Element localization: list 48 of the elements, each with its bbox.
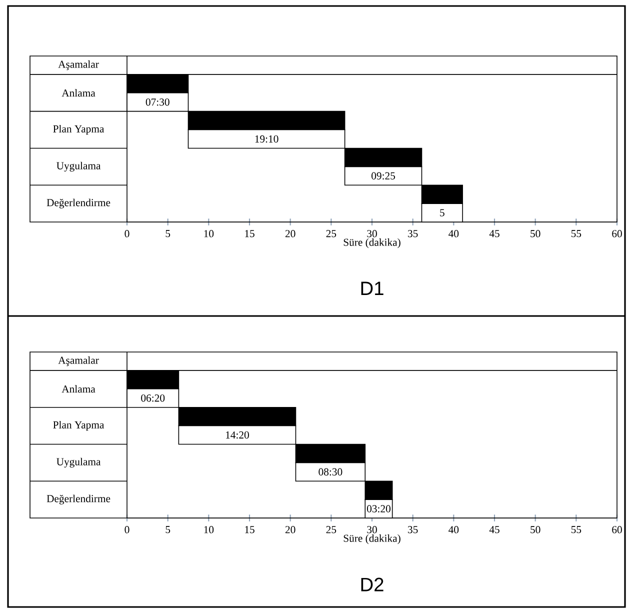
x-tick-label: 60 — [612, 526, 622, 534]
y-axis-title: Aşamalar — [58, 60, 99, 70]
x-tick-label: 30 — [367, 230, 377, 238]
x-tick-label: 45 — [489, 230, 500, 238]
x-tick-label: 10 — [204, 230, 214, 238]
x-tick-label: 40 — [448, 526, 459, 534]
x-tick-label: 0 — [124, 526, 130, 534]
x-axis-title: Süre (dakika) — [344, 534, 400, 544]
y-tick-label: Değerlendirme — [46, 198, 110, 208]
y-tick-label: Uygulama — [56, 162, 101, 172]
y-axis-title: Aşamalar — [58, 356, 99, 366]
data-label: 09:25 — [372, 172, 395, 180]
x-tick-label: 35 — [408, 526, 418, 534]
data-label: 19:10 — [255, 135, 278, 143]
text: D2 — [361, 578, 384, 592]
y-tick-label: Anlama — [62, 385, 96, 393]
data-label: 07:30 — [146, 98, 170, 106]
text: D1 — [361, 282, 384, 295]
x-tick-label: 30 — [367, 526, 377, 534]
x-axis-title: Süre (dakika) — [344, 238, 400, 248]
data-label: 5 — [440, 209, 444, 216]
data-label: 03:20 — [366, 505, 390, 512]
data-label: 06:20 — [141, 394, 165, 402]
y-tick-label: Değerlendirme — [46, 494, 110, 504]
x-tick-label: 15 — [245, 526, 254, 534]
x-tick-label: 20 — [285, 526, 296, 534]
x-tick-label: 55 — [571, 230, 582, 238]
y-tick-label: Plan Yapma — [53, 420, 104, 431]
y-tick-label: Anlama — [62, 89, 96, 97]
x-tick-label: 35 — [408, 230, 418, 238]
x-tick-label: 50 — [530, 526, 540, 534]
x-tick-label: 10 — [204, 526, 214, 534]
x-tick-label: 55 — [571, 526, 582, 534]
y-tick-label: Uygulama — [56, 458, 101, 468]
x-tick-label: 5 — [166, 230, 170, 238]
x-tick-label: 45 — [489, 526, 500, 534]
x-tick-label: 40 — [448, 230, 459, 238]
data-label: 08:30 — [318, 468, 342, 476]
x-tick-label: 0 — [124, 230, 130, 238]
x-tick-label: 60 — [612, 230, 622, 238]
x-tick-label: 25 — [326, 230, 336, 238]
x-tick-label: 20 — [285, 230, 296, 238]
data-label: 14:20 — [226, 431, 249, 439]
y-tick-label: Plan Yapma — [53, 124, 104, 135]
x-tick-label: 25 — [326, 526, 336, 534]
x-tick-label: 5 — [166, 526, 170, 534]
x-tick-label: 50 — [530, 230, 540, 238]
x-tick-label: 15 — [245, 230, 254, 238]
